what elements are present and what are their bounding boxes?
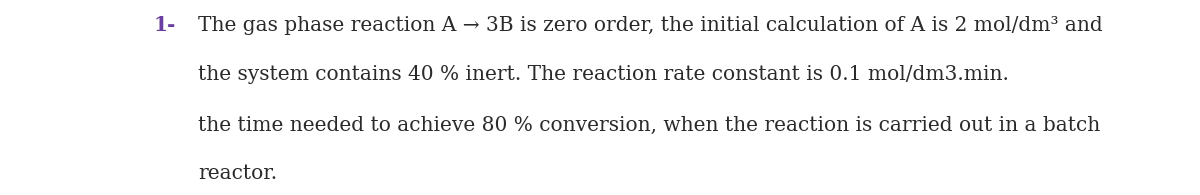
Text: the time needed to achieve 80 % conversion, when the reaction is carried out in : the time needed to achieve 80 % conversi… xyxy=(198,116,1100,135)
Text: the system contains 40 % inert. The reaction rate constant is 0.1 mol/dm3.min.: the system contains 40 % inert. The reac… xyxy=(198,65,1015,84)
Text: reactor.: reactor. xyxy=(198,164,277,183)
Text: 1-: 1- xyxy=(154,15,176,35)
Text: The gas phase reaction A → 3B is zero order, the initial calculation of A is 2 m: The gas phase reaction A → 3B is zero or… xyxy=(198,16,1103,35)
